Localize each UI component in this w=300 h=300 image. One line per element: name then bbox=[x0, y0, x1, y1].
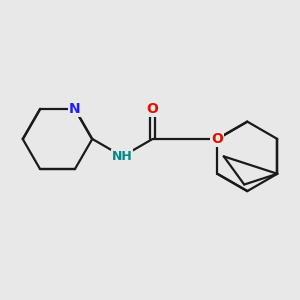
Text: NH: NH bbox=[112, 150, 133, 163]
Text: N: N bbox=[69, 102, 81, 116]
Text: O: O bbox=[211, 132, 223, 146]
Text: O: O bbox=[147, 102, 158, 116]
